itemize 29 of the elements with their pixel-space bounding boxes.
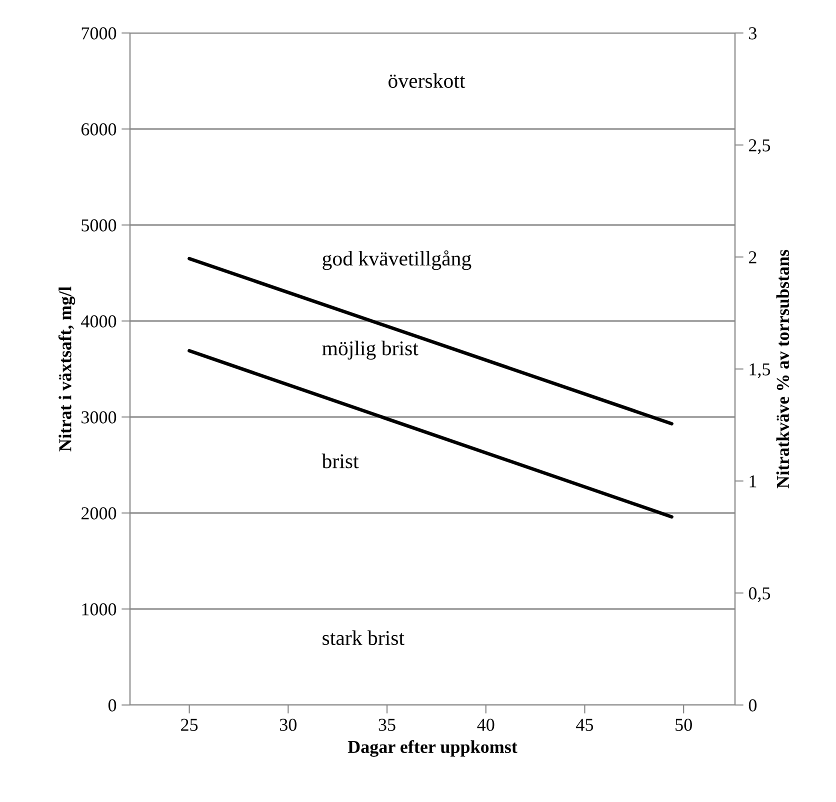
x-tick-label: 30 <box>280 718 297 731</box>
x-axis-title: Dagar efter uppkomst <box>348 740 518 757</box>
annotation: god kvävetillgång <box>322 250 472 270</box>
y2-tick-label: 1 <box>750 475 756 488</box>
y-tick-label: 3000 <box>82 411 116 424</box>
x-tick-label: 45 <box>576 718 594 731</box>
y-tick-label: 7000 <box>82 27 116 40</box>
y-tick-label: 5000 <box>82 219 116 232</box>
y-tick-label: 2000 <box>81 507 116 520</box>
y2-tick-label: 0 <box>748 699 757 712</box>
y2-tick-label: 1,5 <box>750 363 770 378</box>
y2-axis-title: Nitratkväve % av torrsubstans <box>776 250 790 488</box>
annotation: möjlig brist <box>322 340 418 360</box>
x-tick-label: 40 <box>477 718 494 731</box>
y2-tick-label: 2 <box>748 251 756 264</box>
y-tick-label: 4000 <box>81 315 116 328</box>
annotation: stark brist <box>322 630 404 646</box>
y-tick-label: 1000 <box>82 603 116 616</box>
y2-tick-label: 2,5 <box>748 139 770 154</box>
x-tick-label: 50 <box>676 718 692 731</box>
annotation: överskott <box>388 73 466 88</box>
annotation: brist <box>322 454 359 468</box>
y-tick-label: 0 <box>108 699 116 712</box>
y-axis-title: Nitrat i växtsaft, mg/l <box>58 286 76 452</box>
y2-tick-label: 0,5 <box>748 587 770 602</box>
y-tick-label: 6000 <box>81 123 116 136</box>
x-tick-label: 35 <box>378 718 396 731</box>
x-tick-label: 25 <box>181 718 198 731</box>
y2-tick-label: 3 <box>749 27 757 40</box>
